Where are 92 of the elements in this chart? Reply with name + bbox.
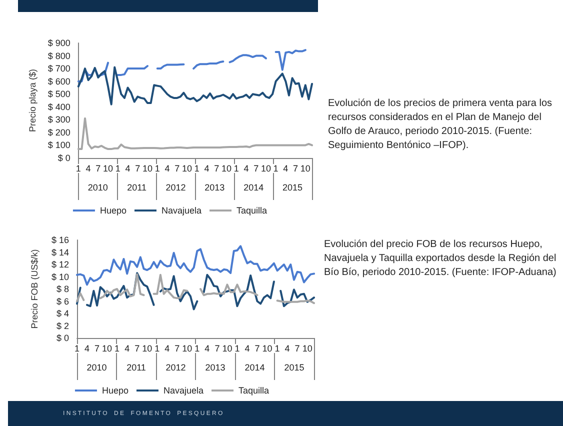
text: 2015	[282, 182, 303, 192]
y-tick-label: $ 4	[56, 308, 69, 318]
y-tick-label: $ 10	[51, 272, 69, 282]
y-axis-title: Precio playa ($)	[28, 68, 38, 132]
y-tick-label: $ 200	[48, 127, 70, 138]
y-tick-label: $ 2	[56, 320, 69, 331]
x-tick-label: 7	[214, 164, 220, 174]
x-tick-label: 10	[260, 164, 271, 174]
x-tick-label: 1	[154, 164, 160, 174]
y-tick-label: $ 12	[51, 260, 69, 270]
y-tick-label: $ 8	[56, 284, 69, 294]
x-tick-label: 7	[174, 164, 180, 174]
x-tick-label: 10	[102, 344, 112, 354]
legend-label: Taquilla	[236, 206, 268, 216]
x-tick-label: 1	[194, 344, 200, 354]
x-tick-label: 10	[142, 344, 152, 354]
x-tick-label: 7	[254, 164, 259, 174]
x-tick-label: 10	[182, 344, 192, 354]
y-axis-title: Precio FOB (US$/k)	[30, 249, 40, 329]
legend-label: Taquilla	[238, 386, 270, 396]
y-tick-label: $ 900	[48, 38, 70, 48]
x-tick-label: 4	[283, 164, 288, 174]
x-tick-label: 7	[294, 344, 300, 354]
x-tick-label: 7	[94, 344, 100, 354]
y-tick-label: $ 100	[48, 140, 70, 150]
x-tick-label: 7	[135, 164, 140, 174]
x-tick-label: 1	[114, 344, 120, 354]
text: 2014	[244, 362, 265, 372]
x-tick-label: 4	[164, 344, 170, 354]
x-tick-label: 1	[234, 164, 239, 174]
x-tick-label: 10	[182, 164, 192, 174]
text: 2013	[204, 182, 225, 192]
x-tick-label: 4	[284, 344, 290, 354]
x-tick-label: 1	[273, 164, 278, 174]
x-tick-label: 4	[204, 164, 210, 174]
y-tick-label: $ 700	[48, 64, 70, 74]
x-tick-label: 1	[154, 344, 160, 354]
x-tick-label: 7	[254, 344, 260, 354]
x-tick-label: 10	[222, 344, 232, 354]
line-series	[77, 117, 313, 150]
text: 2014	[244, 182, 264, 192]
x-tick-label: 4	[84, 344, 90, 354]
x-tick-label: 4	[86, 164, 91, 174]
x-tick-label: 10	[221, 164, 232, 174]
x-tick-label: 4	[244, 164, 249, 174]
x-tick-label: 10	[262, 344, 272, 354]
y-tick-label: $ 600	[48, 76, 70, 86]
x-tick-label: 4	[125, 164, 130, 174]
y-tick-label: $ 300	[48, 114, 70, 125]
text: 2011	[126, 362, 146, 372]
x-tick-label: 7	[293, 164, 298, 174]
x-tick-label: 10	[300, 164, 310, 174]
x-tick-label: 1	[74, 344, 80, 354]
y-tick-label: $ 6	[56, 296, 69, 306]
text: 2010	[86, 362, 107, 372]
y-tick-label: $ 14	[51, 247, 69, 258]
line-series	[76, 245, 315, 286]
text: 2012	[166, 362, 186, 372]
x-tick-label: 4	[244, 344, 250, 354]
x-tick-label: 1	[76, 164, 81, 174]
x-tick-label: 7	[174, 344, 180, 354]
legend-label: Navajuela	[161, 206, 202, 216]
y-tick-label: $ 500	[48, 89, 70, 100]
legend-label: Huepo	[102, 386, 128, 396]
x-tick-label: 4	[204, 344, 210, 354]
line-series	[77, 66, 313, 106]
text: 2013	[205, 362, 226, 372]
x-tick-label: 7	[214, 344, 220, 354]
text: 2010	[88, 182, 108, 192]
x-tick-label: 1	[115, 164, 120, 174]
x-tick-label: 7	[96, 164, 101, 174]
text: 2015	[284, 362, 304, 372]
text: Evolución del precio FOB de los recursos Huepo, Navajuela y Taquilla exportados desde la Región del Bío Bío, periodo 2010-2015. (Fuente: IFOP-Aduana)	[324, 238, 558, 280]
text: Evolución de los precios de primera venta para los recursos considerados en el Plan de Manejo del Golfo de Arauco, periodo 2010-2015. (Fuente: Seguimiento Bentónico –IFOP).	[328, 97, 554, 153]
x-tick-label: 1	[234, 344, 240, 354]
x-tick-label: 10	[142, 164, 153, 174]
x-tick-label: 4	[164, 164, 170, 174]
y-tick-label: $ 800	[48, 50, 70, 61]
y-tick-label: $ 0	[56, 333, 69, 343]
x-tick-label: 10	[103, 164, 114, 174]
legend-label: Huepo	[100, 206, 126, 216]
text: 2011	[127, 182, 146, 192]
y-tick-label: $ 400	[48, 102, 70, 112]
x-tick-label: 10	[302, 344, 312, 354]
x-tick-label: 4	[124, 344, 130, 354]
x-tick-label: 1	[274, 344, 280, 354]
x-tick-label: 1	[194, 164, 200, 174]
text: 2012	[166, 182, 186, 192]
x-tick-label: 7	[134, 344, 140, 354]
legend-label: Navajuela	[163, 386, 204, 396]
y-tick-label: $ 16	[51, 235, 69, 245]
y-tick-label: $ 0	[58, 153, 70, 163]
